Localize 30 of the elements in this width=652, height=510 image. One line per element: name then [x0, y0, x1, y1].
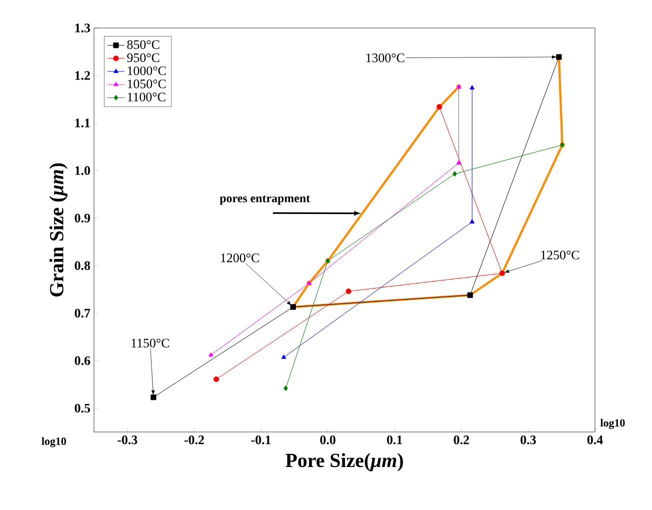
x-tick-label: 0.4: [587, 436, 603, 444]
annotation: 1150°C: [132, 338, 170, 348]
y-tick-label: 1.2: [75, 71, 90, 80]
x-tick-label: 0.0: [320, 436, 336, 444]
x-tick-label: -0.3: [118, 436, 138, 444]
annotation: 1200°C: [221, 254, 259, 262]
y-tick-label: 0.8: [74, 261, 90, 270]
legend-label: 1000°C: [128, 66, 166, 76]
y-tick-label: 0.6: [74, 356, 90, 366]
annotation: 1300°C: [366, 54, 404, 62]
legend-label: 1100°C: [128, 92, 166, 102]
legend-label: 950°C: [127, 53, 160, 62]
text: log10: [600, 418, 625, 429]
text: log10: [42, 437, 66, 448]
y-tick-label: 1.3: [75, 24, 90, 32]
x-tick-label: -0.1: [251, 436, 271, 444]
annotation: 1250°C: [541, 250, 580, 260]
y-tick-label: 0.7: [74, 308, 90, 318]
x-axis-title: Pore Size(μm): [286, 453, 403, 472]
x-tick-label: 0.3: [520, 436, 536, 444]
annotation: pores entrapment: [220, 195, 310, 205]
y-tick-label: 0.5: [74, 404, 90, 413]
legend-label: 850°C: [127, 40, 160, 49]
x-tick-label: 0.2: [454, 436, 469, 444]
x-tick-label: 0.1: [387, 436, 402, 444]
legend-label: 1050°C: [128, 80, 166, 88]
y-tick-label: 0.9: [74, 214, 90, 223]
y-tick-label: 1.1: [75, 118, 90, 128]
y-tick-label: 1.0: [75, 166, 90, 175]
x-tick-label: -0.2: [184, 436, 204, 444]
